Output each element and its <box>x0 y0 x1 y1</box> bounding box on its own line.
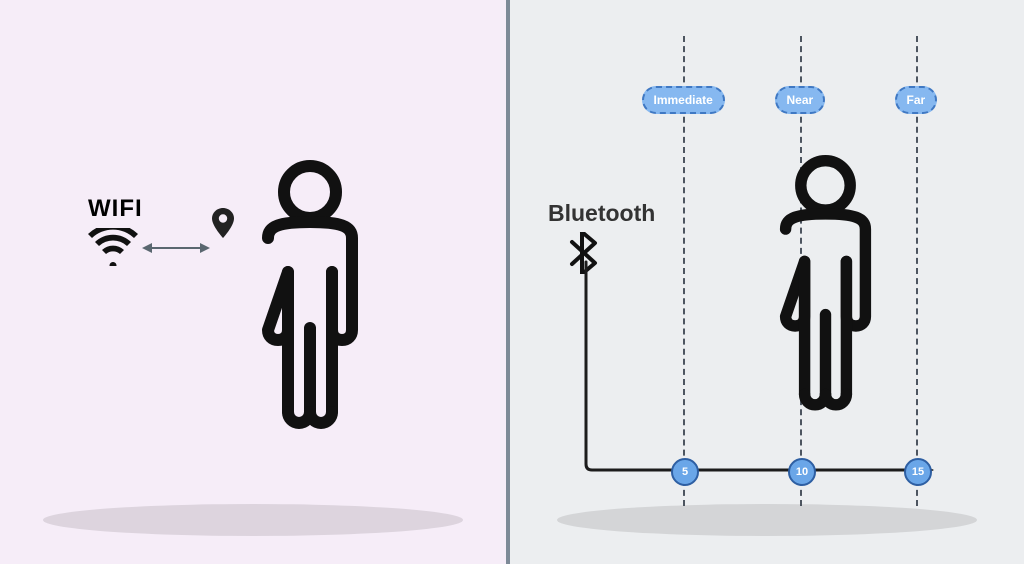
distance-marker-value: 10 <box>796 466 808 478</box>
distance-marker-value: 15 <box>912 466 924 478</box>
bluetooth-label: Bluetooth <box>548 200 655 227</box>
zone-pill-immediate: Immediate <box>642 86 725 114</box>
panel-divider <box>506 0 510 564</box>
person-icon-left <box>220 160 400 440</box>
wifi-icon <box>88 228 138 266</box>
wifi-label: WIFI <box>88 195 143 223</box>
shadow-left <box>0 500 506 564</box>
zone-pill-far: Far <box>895 86 938 114</box>
bidirectional-arrow <box>142 240 210 256</box>
zone-pill-label: Near <box>787 93 814 107</box>
distance-marker: 10 <box>788 458 816 486</box>
zone-pill-label: Far <box>907 93 926 107</box>
zone-pill-near: Near <box>775 86 826 114</box>
distance-marker: 5 <box>671 458 699 486</box>
person-icon-right <box>740 155 911 421</box>
distance-marker-value: 5 <box>682 466 688 478</box>
zone-pill-label: Immediate <box>654 93 713 107</box>
distance-marker: 15 <box>904 458 932 486</box>
shadow-right <box>510 500 1024 564</box>
